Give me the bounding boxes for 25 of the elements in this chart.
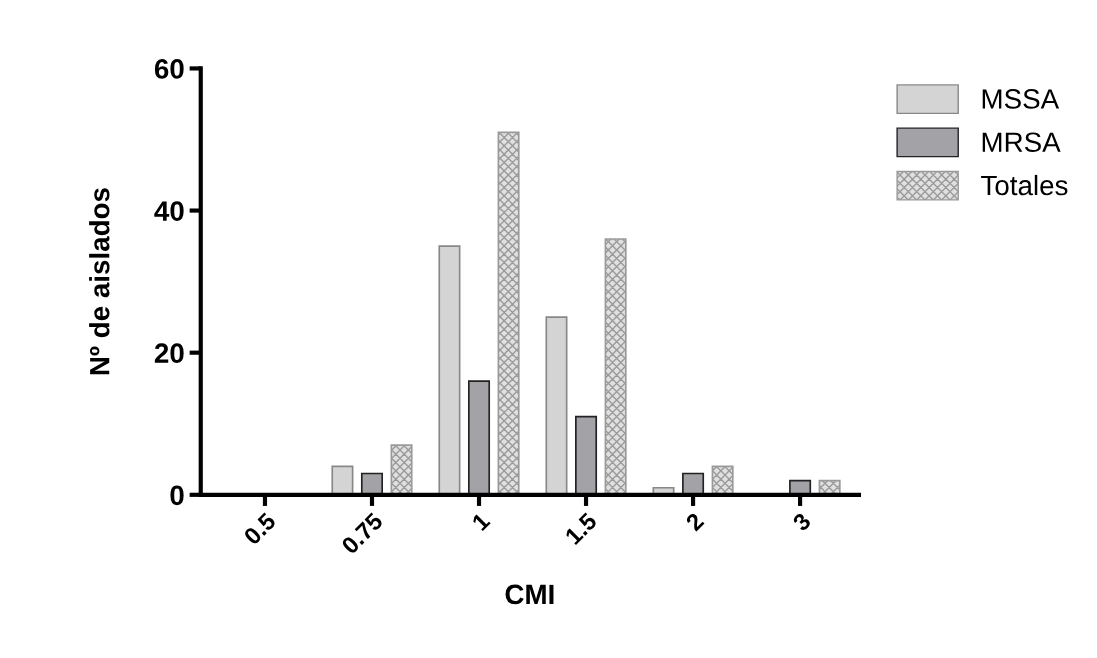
bar: [467, 380, 491, 495]
legend-label: MRSA: [982, 132, 1061, 153]
x-tick-label: 3: [791, 511, 812, 532]
bar: [604, 238, 627, 495]
x-axis-title: CMI: [505, 584, 554, 605]
bar: [575, 415, 598, 495]
y-tick-label: 60: [154, 59, 184, 79]
bar: [331, 465, 354, 495]
bar: [360, 472, 384, 495]
bar: [497, 131, 520, 495]
bar: [438, 245, 461, 495]
x-tick-label: 1: [471, 511, 491, 532]
bar: [545, 316, 568, 495]
bar: [390, 444, 413, 495]
x-tick-label: 0.5: [242, 511, 277, 546]
y-axis-title: Nº de aislados: [89, 188, 110, 375]
bar: [682, 472, 705, 495]
legend-label: MSSA: [982, 89, 1060, 109]
y-tick-label: 40: [154, 201, 184, 221]
legend-label: Totales: [981, 174, 1068, 196]
x-tick-label: 1.5: [564, 511, 598, 546]
x-tick-label: 2: [684, 511, 705, 532]
y-tick-label: 0: [170, 485, 184, 506]
y-tick-label: 20: [154, 343, 184, 364]
bar: [711, 465, 734, 495]
